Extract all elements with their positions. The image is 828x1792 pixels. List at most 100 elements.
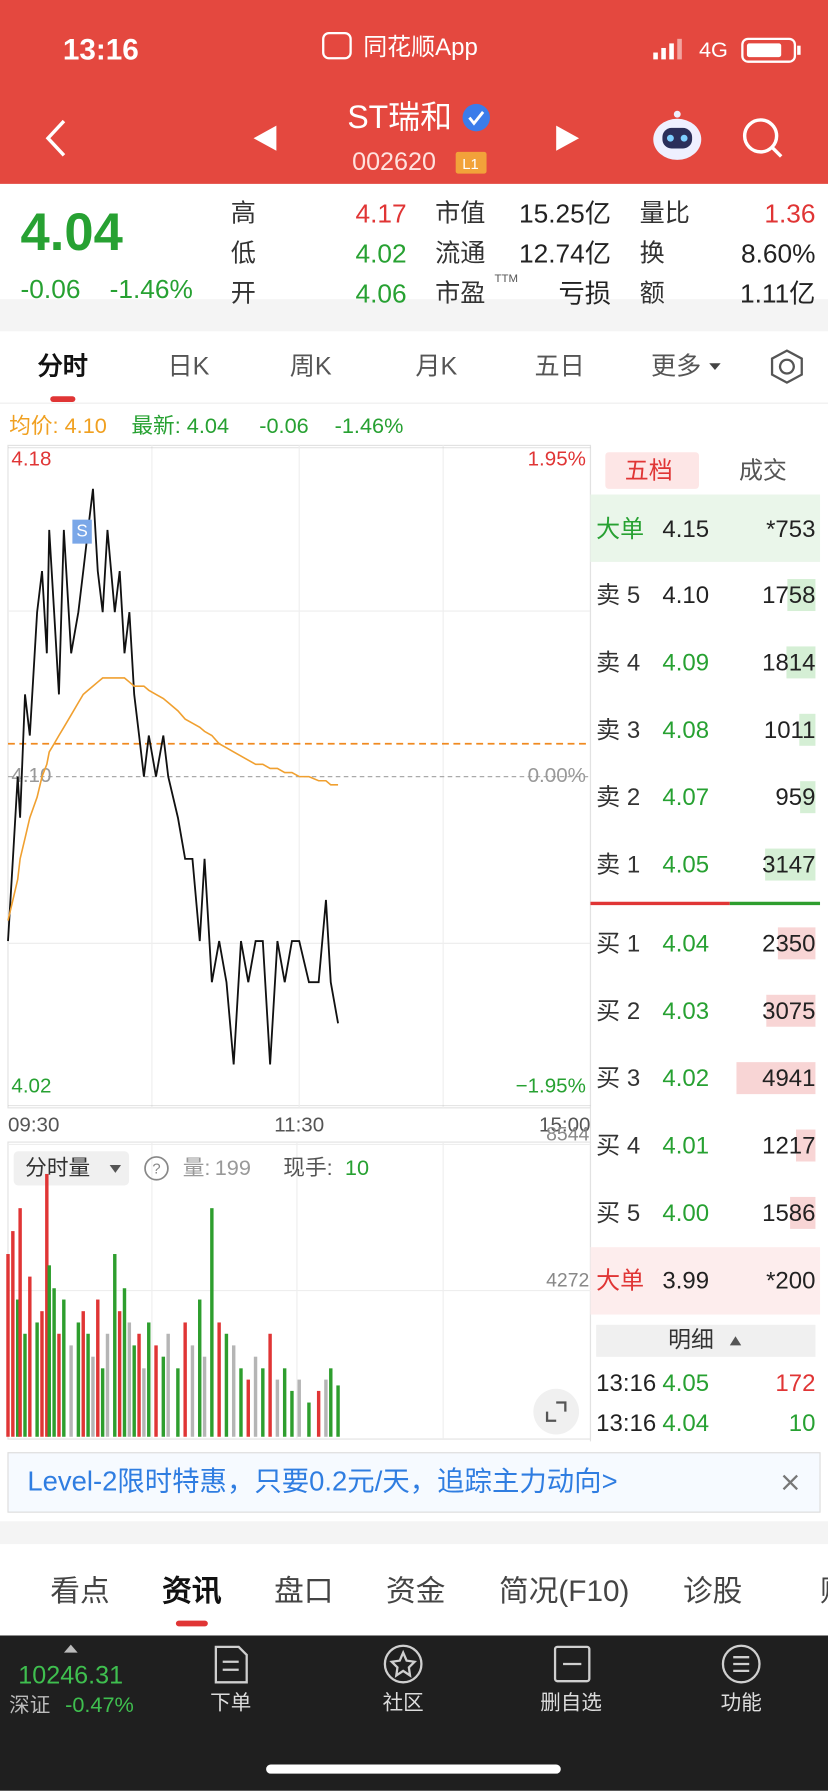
tab[interactable]: 更多	[650, 351, 702, 381]
tab[interactable]: 分时	[37, 351, 88, 381]
signal-marker	[72, 519, 92, 544]
stat-value: 1.11亿	[740, 278, 816, 308]
qty-bar	[736, 1062, 816, 1095]
content-tab[interactable]: 看点	[50, 1573, 110, 1609]
qty-bar	[796, 1129, 816, 1162]
volume-bar	[47, 1265, 51, 1437]
book-qty: 1814	[762, 649, 816, 676]
tab-underline	[175, 1620, 208, 1627]
nav-item[interactable]: 删自选	[540, 1691, 602, 1715]
sort-caret	[729, 1336, 742, 1346]
tab[interactable]: 月K	[415, 351, 458, 381]
stock-badge: L1	[462, 154, 479, 172]
latest-price: 最新: 4.04	[131, 414, 230, 438]
stat-label: 市值	[435, 198, 486, 228]
stat-value: 4.02	[355, 238, 407, 268]
volume-bar	[217, 1322, 221, 1437]
y2-tick-label: 1.95%	[528, 448, 586, 471]
home-indicator	[266, 1764, 561, 1774]
volume-bar	[11, 1231, 15, 1437]
volume-bar	[161, 1356, 166, 1437]
volume-bar	[28, 1276, 32, 1437]
trade-price: 4.04	[662, 1409, 710, 1437]
volume-bar	[231, 1345, 236, 1437]
book-qty: 1758	[762, 581, 816, 609]
volume-selector[interactable]	[13, 1151, 130, 1186]
volume-bar	[105, 1333, 110, 1437]
back-button[interactable]	[45, 119, 66, 157]
expand-button[interactable]	[533, 1388, 580, 1435]
stat-label: 量比	[639, 198, 690, 228]
volume-bar	[18, 1208, 22, 1437]
volume-bar	[190, 1345, 195, 1437]
volume-bar	[96, 1299, 100, 1437]
nav-item[interactable]: 功能	[720, 1691, 762, 1715]
content-tab[interactable]: 诊股	[682, 1573, 743, 1609]
settings-button[interactable]	[770, 349, 803, 384]
price-line	[7, 488, 339, 1065]
book-price: 4.04	[662, 930, 710, 957]
book-label: 买 3	[596, 1065, 641, 1092]
index-value: 10246.31	[18, 1660, 124, 1690]
qty-bar	[787, 579, 816, 612]
content-tab[interactable]: 资金	[386, 1573, 446, 1609]
nav-item[interactable]: 社区	[382, 1691, 424, 1715]
orderbook-tab[interactable]: 成交	[738, 457, 787, 484]
book-label: 买 5	[596, 1199, 641, 1227]
volume-bar	[176, 1368, 180, 1437]
robot-button[interactable]	[653, 110, 702, 160]
volume-bar	[246, 1379, 250, 1437]
content-tab[interactable]: 简况(F10)	[499, 1573, 630, 1609]
volume-bar	[91, 1356, 95, 1437]
y-tick-label: 4.18	[11, 448, 51, 471]
trade-qty: 172	[775, 1369, 816, 1397]
volume-bar	[15, 1299, 20, 1437]
stat-label: 额	[639, 278, 665, 308]
trade-qty: 10	[788, 1409, 816, 1437]
book-label: 大单	[596, 515, 645, 542]
tab[interactable]: 五日	[534, 351, 585, 381]
trade-price: 4.05	[662, 1369, 710, 1397]
tab[interactable]: 周K	[289, 351, 332, 381]
last-price: 4.04	[20, 202, 123, 262]
orderbook-tab-bg	[605, 452, 699, 489]
y2-tick-label: −1.95%	[516, 1075, 586, 1098]
book-qty: *200	[766, 1267, 816, 1294]
volume-bar	[127, 1322, 132, 1437]
stat-label: 换	[639, 238, 665, 268]
book-price: 4.05	[662, 851, 710, 878]
app-name: 同花顺App	[363, 33, 478, 60]
prev-stock[interactable]	[253, 125, 277, 151]
hand-label: 现手:	[283, 1156, 333, 1181]
app-icon	[322, 31, 352, 60]
price-change-pct: -1.46%	[109, 273, 193, 304]
search-button[interactable]	[742, 118, 783, 158]
tab[interactable]: 日K	[167, 351, 210, 381]
detail-title: 明细	[668, 1328, 714, 1354]
section-gap	[0, 1521, 828, 1545]
orderbook-tab[interactable]: 五档	[624, 457, 673, 484]
latest-change-pct: -1.46%	[334, 414, 404, 438]
help-icon[interactable]: ?	[144, 1156, 169, 1181]
banner-bg[interactable]	[7, 1452, 821, 1513]
volume-bar	[290, 1390, 294, 1437]
nav-item[interactable]: 下单	[210, 1691, 252, 1715]
big-order-bg	[590, 1247, 821, 1315]
promo-banner[interactable]: Level-2限时特惠，只要0.2元/天，追踪主力动向>	[27, 1466, 618, 1498]
volume-bar	[329, 1368, 333, 1437]
qty-bar	[765, 848, 816, 881]
content-tab[interactable]: 盘口	[274, 1573, 334, 1609]
content-tab[interactable]: 资讯	[162, 1573, 222, 1609]
content-tab[interactable]: 财务	[820, 1576, 828, 1606]
stat-value: 1.36	[764, 198, 816, 228]
banner-close[interactable]	[782, 1474, 798, 1491]
stat-label: 低	[230, 238, 256, 268]
status-time: 13:16	[62, 31, 139, 67]
book-label: 卖 4	[596, 649, 641, 676]
volume-bar	[202, 1356, 207, 1437]
next-stock[interactable]	[556, 125, 580, 151]
price-line	[7, 677, 339, 921]
volume-bar	[268, 1333, 272, 1437]
stock-code: 002620	[352, 147, 436, 176]
